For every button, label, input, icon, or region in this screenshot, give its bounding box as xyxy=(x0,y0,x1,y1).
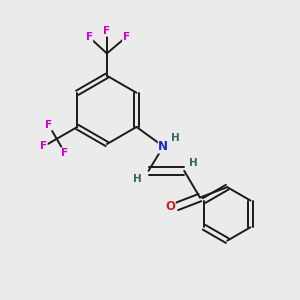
Text: O: O xyxy=(165,200,175,213)
Text: F: F xyxy=(103,26,110,36)
Text: F: F xyxy=(85,32,93,42)
Text: N: N xyxy=(158,140,168,153)
Text: F: F xyxy=(45,120,52,130)
Text: F: F xyxy=(40,141,47,152)
Text: F: F xyxy=(123,32,130,42)
Text: H: H xyxy=(133,174,142,184)
Text: H: H xyxy=(172,133,180,142)
Text: H: H xyxy=(189,158,198,168)
Text: F: F xyxy=(61,148,68,158)
